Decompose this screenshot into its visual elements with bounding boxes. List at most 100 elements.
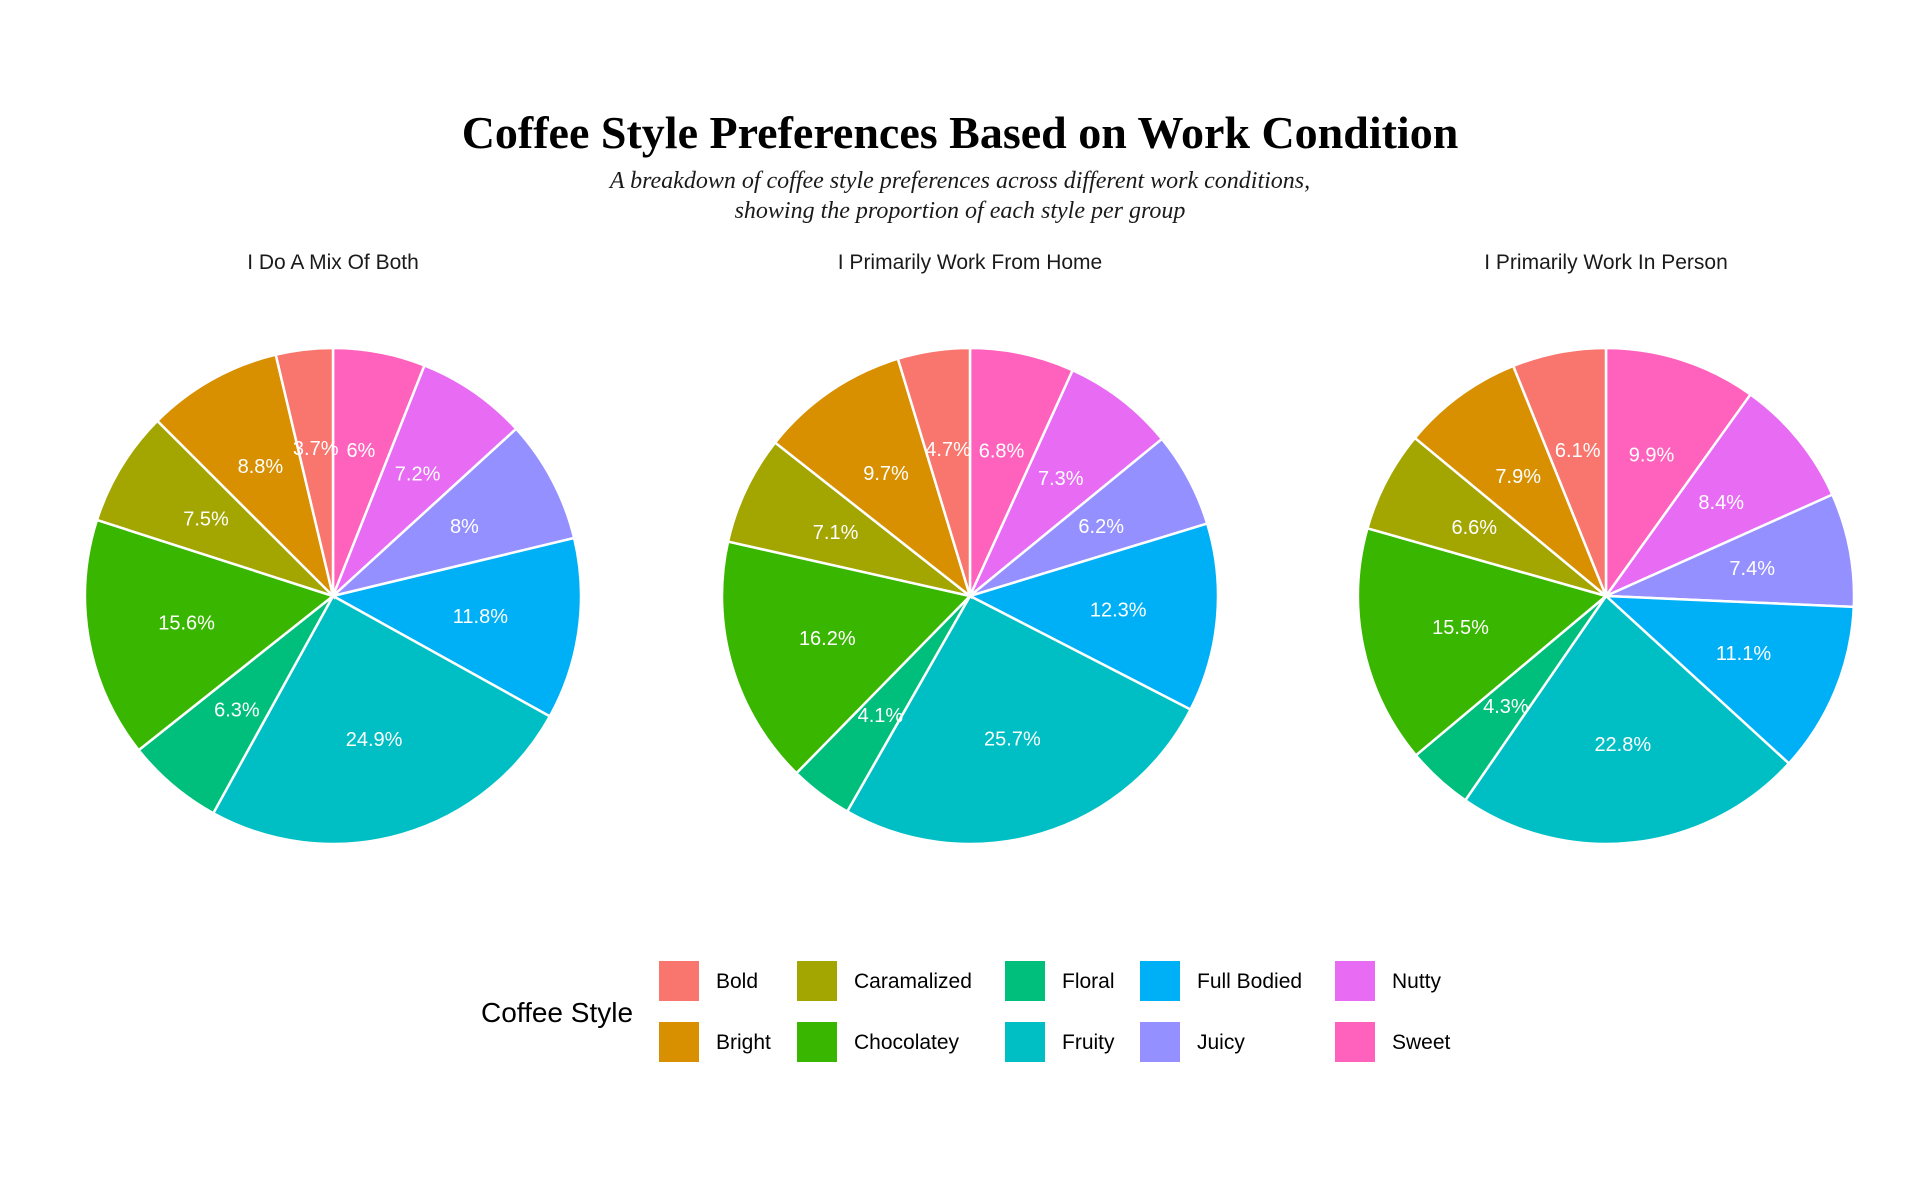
legend-item-floral: Floral: [1005, 961, 1115, 1001]
legend-item-sweet: Sweet: [1335, 1022, 1451, 1062]
slice-labels: 9.9% 8.4% 7.4% 11.1% 22.8% 4.3% 15.5% 6.6% 7.9% 6…: [1432, 440, 1775, 756]
slice-label-chocolatey: 16.2%: [799, 628, 856, 650]
pie-slice-bright: [1413, 364, 1608, 597]
pie-slice-bold: [274, 346, 335, 597]
legend-label-chocolatey: Chocolatey: [854, 1031, 960, 1054]
legend-item-bold: Bold: [659, 961, 758, 1001]
pie-slice-nutty: [331, 363, 518, 597]
slice-label-sweet: 6%: [346, 440, 375, 462]
pie-slice-bold: [896, 346, 972, 597]
slice-label-juicy: 6.2%: [1078, 516, 1124, 538]
panel-title: I Do A Mix Of Both: [247, 251, 419, 274]
slice-label-juicy: 8%: [450, 516, 479, 538]
legend-label-full-bodied: Full Bodied: [1197, 970, 1302, 993]
pie-slice-chocolatey: [83, 518, 336, 752]
pie-slice-fruity: [211, 594, 552, 846]
slice-label-full-bodied: 11.8%: [453, 606, 508, 628]
slice-label-bright: 7.9%: [1495, 466, 1541, 488]
legend-label-juicy: Juicy: [1197, 1031, 1245, 1054]
pie-slice-caramalized: [726, 440, 971, 598]
slice-label-caramalized: 7.5%: [183, 509, 229, 531]
legend-swatch-chocolatey: [797, 1022, 837, 1062]
legend: Coffee Style Bold Bright Caramalized Chocol…: [481, 961, 1451, 1062]
legend-title: Coffee Style: [481, 997, 633, 1028]
slice-label-bold: 3.7%: [293, 438, 339, 460]
legend-item-fruity: Fruity: [1005, 1022, 1115, 1062]
slice-label-bright: 9.7%: [863, 463, 909, 485]
slice-label-sweet: 6.8%: [979, 441, 1025, 463]
panel-title: I Primarily Work From Home: [838, 251, 1102, 274]
legend-label-fruity: Fruity: [1062, 1031, 1115, 1054]
legend-swatch-bold: [659, 961, 699, 1001]
slice-label-chocolatey: 15.6%: [158, 613, 215, 635]
slice-labels: 6% 7.2% 8% 11.8% 24.9% 6.3% 15.6% 7.5% 8.8% 3.7%: [158, 438, 508, 751]
slice-label-fruity: 25.7%: [984, 729, 1041, 751]
pie-slice-juicy: [1605, 493, 1856, 609]
pie-slice-full-bodied: [1602, 594, 1856, 766]
legend-swatch-nutty: [1335, 961, 1375, 1001]
legend-item-full-bodied: Full Bodied: [1140, 961, 1302, 1001]
legend-swatch-floral: [1005, 961, 1045, 1001]
slice-label-sweet: 9.9%: [1629, 444, 1675, 466]
slice-label-nutty: 7.2%: [395, 464, 441, 486]
slice-label-juicy: 7.4%: [1729, 558, 1775, 580]
slice-label-chocolatey: 15.5%: [1432, 617, 1489, 639]
legend-swatch-juicy: [1140, 1022, 1180, 1062]
chart-subtitle-line-1: A breakdown of coffee style preferences …: [608, 168, 1310, 194]
pie-slice-chocolatey: [1356, 526, 1609, 758]
legend-item-juicy: Juicy: [1140, 1022, 1245, 1062]
pie-panel-i-do-a-mix-of-both: I Do A Mix Of Both 6% 7.2% 8% 11.8% 24.9% 6.3%…: [83, 251, 583, 846]
pie-panels: I Do A Mix Of Both 6% 7.2% 8% 11.8% 24.9% 6.3%…: [83, 251, 1856, 846]
slice-label-full-bodied: 11.1%: [1716, 643, 1771, 665]
legend-item-bright: Bright: [659, 1022, 771, 1062]
legend-label-sweet: Sweet: [1392, 1031, 1451, 1054]
pie-slice-sweet: [1604, 346, 1753, 600]
legend-swatch-fruity: [1005, 1022, 1045, 1062]
slice-label-fruity: 22.8%: [1594, 734, 1651, 756]
pie-slice-fruity: [1463, 594, 1791, 846]
pie-slice-nutty: [1602, 392, 1835, 600]
pie-slice-juicy: [332, 427, 576, 598]
slice-label-caramalized: 7.1%: [813, 522, 859, 544]
legend-label-floral: Floral: [1062, 970, 1115, 993]
slice-label-floral: 4.3%: [1483, 696, 1529, 718]
slice-label-floral: 4.1%: [858, 705, 904, 727]
pie-slice-nutty: [968, 368, 1164, 597]
legend-swatch-caramalized: [797, 961, 837, 1001]
legend-label-nutty: Nutty: [1392, 970, 1442, 993]
legend-swatch-full-bodied: [1140, 961, 1180, 1001]
pie-slice-full-bodied: [329, 536, 583, 719]
slice-label-fruity: 24.9%: [346, 729, 403, 751]
legend-label-bright: Bright: [716, 1031, 771, 1054]
pie-panel-i-primarily-work-in-person: I Primarily Work In Person 9.9% 8.4% 7.4% 11…: [1356, 251, 1856, 846]
legend-swatch-bright: [659, 1022, 699, 1062]
legend-label-caramalized: Caramalized: [854, 970, 972, 993]
legend-item-caramalized: Caramalized: [797, 961, 972, 1001]
pie-slice-bold: [1511, 346, 1608, 597]
slice-label-caramalized: 6.6%: [1452, 517, 1498, 539]
slice-label-bright: 8.8%: [238, 456, 284, 478]
legend-item-nutty: Nutty: [1335, 961, 1442, 1001]
legend-label-bold: Bold: [716, 970, 758, 993]
chart-title: Coffee Style Preferences Based on Work C…: [462, 107, 1459, 158]
pie-slice-chocolatey: [720, 540, 973, 775]
slice-label-nutty: 8.4%: [1698, 492, 1744, 514]
slice-label-full-bodied: 12.3%: [1090, 599, 1147, 621]
legend-items: Bold Bright Caramalized Chocolatey Floral Fru…: [659, 961, 1451, 1062]
pie-slice-full-bodied: [966, 521, 1220, 712]
slice-label-bold: 6.1%: [1555, 440, 1601, 462]
slice-labels: 6.8% 7.3% 6.2% 12.3% 25.7% 4.1% 16.2% 7.1% 9.7% 4…: [799, 439, 1147, 751]
pie-slice-caramalized: [95, 419, 334, 598]
chart-subtitle-line-2: showing the proportion of each style per…: [735, 198, 1186, 224]
pie-slice-sweet: [968, 346, 1075, 597]
slice-label-floral: 6.3%: [214, 700, 260, 722]
legend-swatch-sweet: [1335, 1022, 1375, 1062]
pie-slice-fruity: [845, 594, 1193, 846]
pie-panel-i-primarily-work-from-home: I Primarily Work From Home 6.8% 7.3% 6.2% 12…: [720, 251, 1220, 846]
slice-label-nutty: 7.3%: [1038, 468, 1084, 490]
legend-item-chocolatey: Chocolatey: [797, 1022, 960, 1062]
slice-label-bold: 4.7%: [925, 439, 971, 461]
panel-title: I Primarily Work In Person: [1484, 251, 1728, 274]
pie-slice-bright: [773, 357, 973, 600]
